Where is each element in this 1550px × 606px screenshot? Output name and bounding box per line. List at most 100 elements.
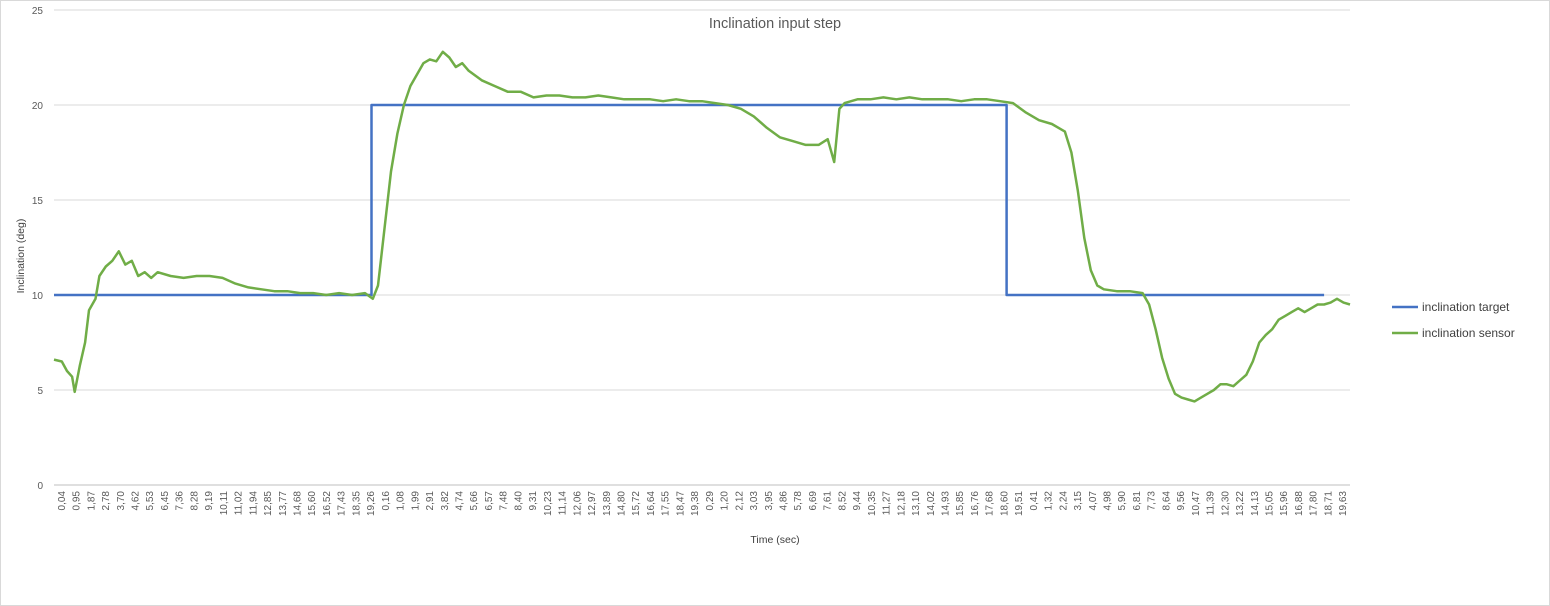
x-tick-label: 6,69 (808, 491, 819, 511)
x-tick-label: 12,97 (587, 491, 598, 516)
x-tick-label: 15,60 (307, 491, 318, 516)
x-tick-label: 9,19 (204, 491, 215, 511)
x-tick-label: 1,08 (396, 491, 407, 511)
series-line-inclination-sensor (53, 50, 1351, 403)
x-tick-label: 11,02 (234, 491, 245, 516)
x-tick-label: 6,57 (484, 491, 495, 511)
y-tick-label: 15 (32, 196, 44, 207)
x-tick-label: 14,68 (293, 491, 304, 516)
x-tick-label: 7,61 (823, 491, 834, 511)
x-tick-label: 5,53 (145, 491, 156, 511)
x-tick-label: 12,85 (263, 491, 274, 516)
x-tick-label: 19,38 (690, 491, 701, 516)
y-axis-title: Inclination (deg) (15, 219, 27, 294)
x-tick-label: 10,23 (543, 491, 554, 516)
x-tick-label: 5,66 (469, 491, 480, 511)
x-tick-label: 19,51 (1014, 491, 1025, 516)
x-tick-label: 3,82 (440, 491, 451, 511)
x-tick-label: 1,20 (720, 491, 731, 511)
x-tick-label: 7,48 (499, 491, 510, 511)
x-tick-label: 17,80 (1309, 491, 1320, 516)
legend-label-sensor: inclination sensor (1422, 326, 1515, 340)
x-tick-label: 16,52 (322, 491, 333, 516)
y-axis-ticks: 0 5 10 15 20 25 (32, 6, 44, 492)
x-tick-label: 15,05 (1265, 491, 1276, 516)
x-tick-label: 1,87 (86, 491, 97, 511)
x-tick-label: 4,98 (1103, 491, 1114, 511)
x-tick-label: 4,86 (779, 491, 790, 511)
gridlines (54, 9, 1350, 486)
x-tick-label: 13,89 (602, 491, 613, 516)
x-axis-ticks: 0,04 0,95 1,87 2,78 3,70 4,62 5,53 6,45 7,36 8,28… (57, 491, 1349, 516)
x-tick-label: 14,02 (926, 491, 937, 516)
x-tick-label: 6,81 (1132, 491, 1143, 511)
x-tick-label: 18,35 (351, 491, 362, 516)
y-tick-label: 20 (32, 101, 44, 112)
x-tick-label: 17,55 (661, 491, 672, 516)
x-tick-label: 4,07 (1088, 491, 1099, 511)
x-tick-label: 18,47 (675, 491, 686, 516)
x-tick-label: 3,15 (1073, 491, 1084, 511)
x-tick-label: 15,85 (955, 491, 966, 516)
x-tick-label: 1,32 (1044, 491, 1055, 511)
x-axis-title: Time (sec) (750, 534, 799, 546)
x-tick-label: 12,30 (1220, 491, 1231, 516)
x-tick-label: 13,22 (1235, 491, 1246, 516)
x-tick-label: 4,74 (455, 491, 466, 511)
legend: inclination target inclination sensor (1392, 300, 1515, 340)
x-tick-label: 2,12 (734, 491, 745, 511)
x-tick-label: 1,99 (410, 491, 421, 511)
x-tick-label: 4,62 (131, 491, 142, 511)
x-tick-label: 13,10 (911, 491, 922, 516)
x-tick-label: 11,39 (1206, 491, 1217, 516)
x-tick-label: 19,26 (366, 491, 377, 516)
x-tick-label: 0,04 (57, 491, 68, 511)
x-tick-label: 0,29 (705, 491, 716, 511)
x-tick-label: 2,78 (101, 491, 112, 511)
x-tick-label: 14,93 (941, 491, 952, 516)
x-tick-label: 8,28 (189, 491, 200, 511)
x-tick-label: 8,64 (1161, 491, 1172, 511)
x-tick-label: 19,63 (1338, 491, 1349, 516)
y-tick-label: 5 (37, 386, 43, 397)
series-lines (53, 50, 1351, 403)
x-tick-label: 3,03 (749, 491, 760, 511)
x-tick-label: 15,72 (631, 491, 642, 516)
x-tick-label: 17,68 (985, 491, 996, 516)
x-tick-label: 6,45 (160, 491, 171, 511)
x-tick-label: 3,70 (116, 491, 127, 511)
x-tick-label: 15,96 (1279, 491, 1290, 516)
x-tick-label: 10,47 (1191, 491, 1202, 516)
x-tick-label: 10,11 (219, 491, 230, 516)
x-tick-label: 5,78 (793, 491, 804, 511)
x-tick-label: 18,71 (1323, 491, 1334, 516)
y-tick-label: 25 (32, 6, 44, 17)
x-tick-label: 18,60 (999, 491, 1010, 516)
x-tick-label: 11,27 (882, 491, 893, 516)
x-tick-label: 14,13 (1250, 491, 1261, 516)
chart-title: Inclination input step (709, 16, 841, 32)
y-tick-label: 0 (37, 481, 43, 492)
x-tick-label: 7,36 (175, 491, 186, 511)
x-tick-label: 13,77 (278, 491, 289, 516)
x-tick-label: 8,40 (513, 491, 524, 511)
y-tick-label: 10 (32, 291, 44, 302)
x-tick-label: 11,94 (248, 491, 259, 516)
legend-label-target: inclination target (1422, 300, 1510, 314)
x-tick-label: 0,95 (72, 491, 83, 511)
x-tick-label: 3,95 (764, 491, 775, 511)
x-tick-label: 16,76 (970, 491, 981, 516)
x-tick-label: 8,52 (837, 491, 848, 511)
x-tick-label: 14,80 (617, 491, 628, 516)
x-tick-label: 7,73 (1147, 491, 1158, 511)
x-tick-label: 0,16 (381, 491, 392, 511)
x-tick-label: 16,88 (1294, 491, 1305, 516)
x-tick-label: 9,44 (852, 491, 863, 511)
x-tick-label: 2,24 (1058, 491, 1069, 511)
x-tick-label: 0,41 (1029, 491, 1040, 511)
x-tick-label: 17,43 (337, 491, 348, 516)
x-tick-label: 16,64 (646, 491, 657, 516)
x-tick-label: 10,35 (867, 491, 878, 516)
